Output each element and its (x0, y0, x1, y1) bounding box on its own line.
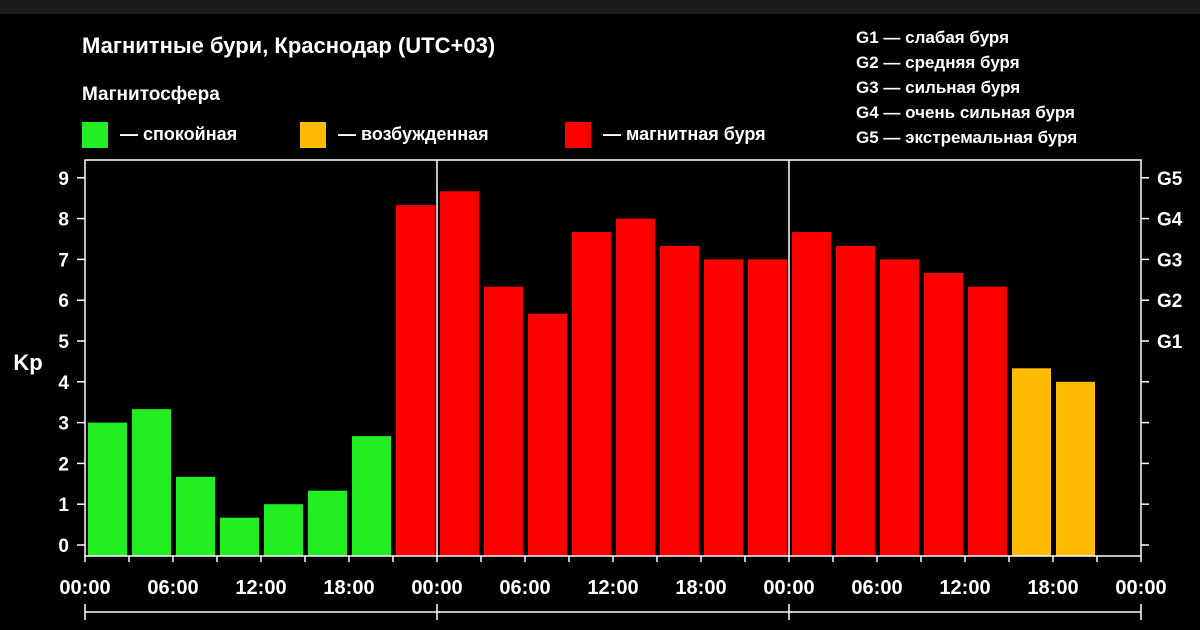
bar-16 (792, 232, 831, 556)
bar-2 (176, 476, 215, 556)
x-tick-label-4: 00:00 (411, 577, 462, 599)
y-tick-label-7: 7 (58, 250, 69, 271)
bar-4 (264, 504, 303, 556)
x-tick-label-6: 12:00 (587, 577, 638, 599)
bar-5 (308, 490, 347, 556)
g-scale-g3: G3 — сильная буря (856, 78, 1021, 97)
legend-label-storm: — магнитная буря (603, 124, 766, 144)
bar-13 (660, 245, 699, 556)
bar-12 (616, 218, 655, 556)
legend-title: Магнитосфера (82, 84, 220, 105)
bar-8 (440, 191, 479, 557)
legend-label-quiet: — спокойная (120, 124, 238, 144)
x-tick-label-3: 18:00 (323, 577, 374, 599)
x-tick-label-2: 12:00 (235, 577, 286, 599)
bar-11 (572, 232, 611, 556)
x-tick-label-11: 18:00 (1027, 577, 1078, 599)
x-tick-label-0: 00:00 (59, 577, 110, 599)
y-axis-label: Kp (13, 350, 42, 375)
g-scale-g4: G4 — очень сильная буря (856, 103, 1075, 122)
bar-9 (484, 286, 523, 556)
x-tick-label-9: 06:00 (851, 577, 902, 599)
bar-7 (396, 205, 435, 556)
y-tick-label-2: 2 (58, 454, 69, 475)
y-tick-label-6: 6 (58, 291, 69, 312)
bar-10 (528, 313, 567, 556)
y-tick-label-3: 3 (58, 414, 69, 435)
x-tick-label-8: 00:00 (763, 577, 814, 599)
top-frame-strip (0, 0, 1200, 14)
legend-swatch-quiet (82, 122, 108, 148)
y-tick-label-0: 0 (58, 536, 69, 557)
bar-19 (924, 272, 963, 556)
g-scale-g2: G2 — средняя буря (856, 53, 1020, 72)
bar-21 (1012, 368, 1051, 556)
bar-0 (88, 422, 127, 556)
x-tick-label-5: 06:00 (499, 577, 550, 599)
g-scale-g1: G1 — слабая буря (856, 28, 1010, 47)
bar-15 (748, 259, 787, 556)
chart-title: Магнитные бури, Краснодар (UTC+03) (82, 33, 496, 58)
y-tick-label-4: 4 (58, 373, 69, 394)
bar-6 (352, 436, 391, 556)
y-tick-label-5: 5 (58, 332, 69, 353)
bar-22 (1056, 381, 1095, 556)
legend-swatch-storm (565, 122, 591, 148)
legend-swatch-active (300, 122, 326, 148)
x-tick-label-7: 18:00 (675, 577, 726, 599)
right-tick-label-g3: G3 (1157, 250, 1182, 271)
bar-18 (880, 259, 919, 556)
bar-1 (132, 409, 171, 556)
right-tick-label-g4: G4 (1157, 210, 1183, 231)
right-tick-label-g1: G1 (1157, 332, 1183, 353)
bar-14 (704, 259, 743, 556)
y-tick-label-8: 8 (58, 210, 69, 231)
x-tick-label-1: 06:00 (147, 577, 198, 599)
y-tick-label-9: 9 (58, 169, 69, 190)
x-tick-label-12: 00:00 (1115, 577, 1166, 599)
g-scale-g5: G5 — экстремальная буря (856, 128, 1078, 147)
bar-3 (220, 517, 259, 556)
legend-label-active: — возбужденная (338, 124, 489, 144)
bar-20 (968, 286, 1007, 556)
right-tick-label-g2: G2 (1157, 291, 1182, 312)
y-tick-label-1: 1 (58, 495, 69, 516)
right-tick-label-g5: G5 (1157, 169, 1183, 190)
x-tick-label-10: 12:00 (939, 577, 990, 599)
bar-17 (836, 245, 875, 556)
